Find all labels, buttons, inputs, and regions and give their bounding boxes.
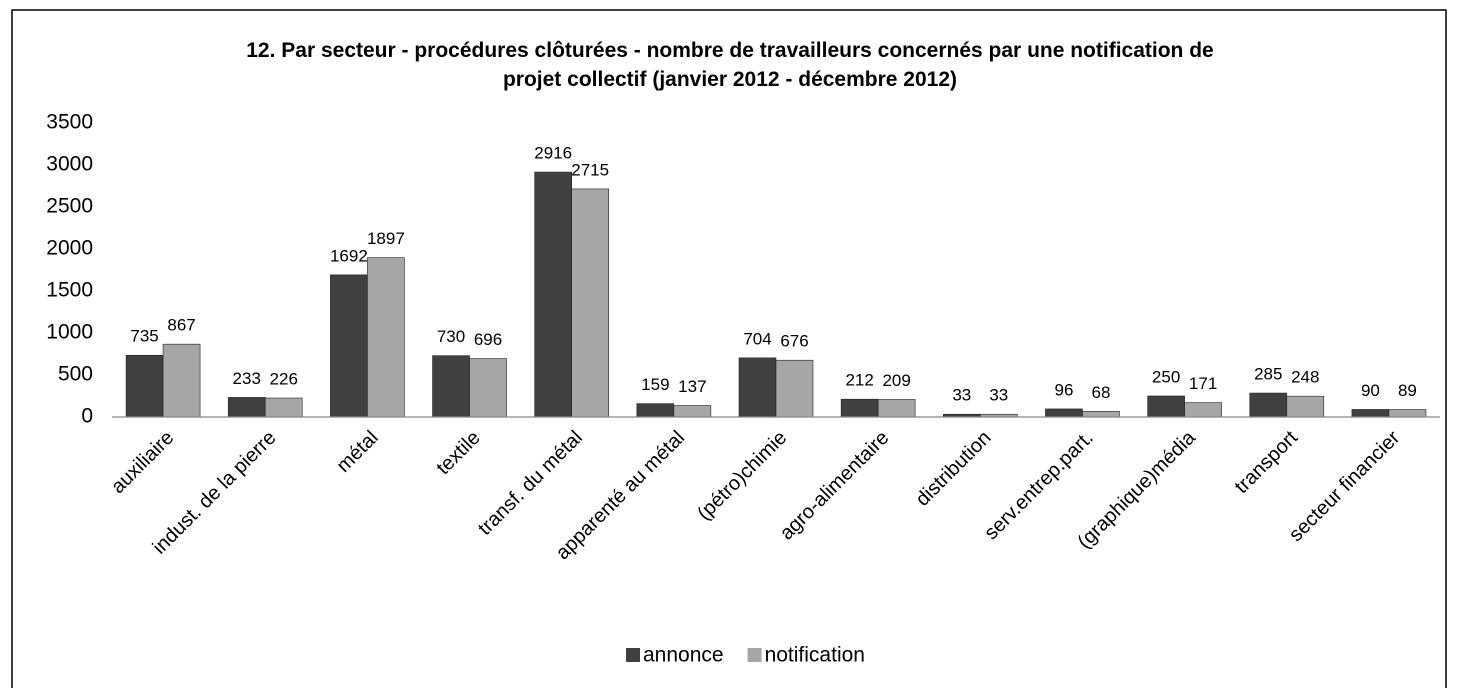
x-tick-label: secteur financier xyxy=(1285,426,1405,546)
bar xyxy=(1147,395,1185,418)
data-label: 212 xyxy=(845,371,873,390)
x-tick-label: transport xyxy=(1231,426,1303,498)
bar xyxy=(738,357,777,418)
bar xyxy=(1249,392,1288,418)
x-tick-label: auxiliaire xyxy=(107,427,178,498)
y-tick-label: 0 xyxy=(81,405,93,428)
data-label: 233 xyxy=(233,369,261,388)
legend-label: notification xyxy=(765,644,865,667)
legend-swatch xyxy=(747,648,762,662)
data-label: 96 xyxy=(1055,380,1074,399)
bar xyxy=(367,257,405,418)
y-tick-label: 1000 xyxy=(46,321,93,344)
x-tick-label: distribution xyxy=(912,427,996,511)
y-tick-label: 500 xyxy=(58,363,93,386)
data-label: 33 xyxy=(952,386,971,405)
data-label: 867 xyxy=(167,316,195,335)
x-tick-label: agro-alimentaire xyxy=(776,427,894,545)
data-label: 250 xyxy=(1152,367,1180,386)
data-label: 676 xyxy=(780,332,808,351)
data-label: 1692 xyxy=(330,246,368,265)
bar xyxy=(125,354,164,418)
y-tick-label: 1500 xyxy=(46,279,93,302)
data-label: 33 xyxy=(989,386,1008,405)
bar xyxy=(673,405,712,418)
data-label: 159 xyxy=(641,375,669,394)
x-tick-label: textile xyxy=(432,427,485,480)
legend-swatch xyxy=(626,648,640,662)
x-tick-label: (pétro)chimie xyxy=(693,427,791,525)
bar xyxy=(432,355,470,418)
x-tick-label: métal xyxy=(333,427,383,477)
x-tick-label: serv.entrep.part. xyxy=(980,427,1097,544)
data-label: 2715 xyxy=(571,160,609,179)
data-label: 171 xyxy=(1189,374,1217,393)
data-label: 226 xyxy=(270,370,298,389)
data-label: 89 xyxy=(1398,381,1417,400)
data-label: 704 xyxy=(743,329,771,348)
data-label: 735 xyxy=(130,327,158,346)
bar xyxy=(1388,409,1427,418)
y-tick-label: 3500 xyxy=(46,111,93,134)
bar xyxy=(1286,395,1325,418)
bar xyxy=(264,397,303,418)
data-label: 730 xyxy=(437,327,465,346)
data-label: 248 xyxy=(1291,368,1319,387)
y-tick-label: 2000 xyxy=(46,237,93,260)
data-label: 1897 xyxy=(367,229,405,248)
bar xyxy=(877,399,916,418)
bar xyxy=(1184,402,1222,418)
bar xyxy=(534,171,572,418)
y-tick-label: 2500 xyxy=(46,195,93,218)
data-label: 137 xyxy=(678,377,706,396)
bar xyxy=(162,343,201,418)
data-label: 696 xyxy=(474,330,502,349)
x-tick-label: transf. du métal xyxy=(474,427,587,540)
bar xyxy=(1351,409,1390,418)
data-label: 209 xyxy=(882,371,910,390)
chart-title: 12. Par secteur - procédures clôturées -… xyxy=(246,39,1214,91)
data-label: 2916 xyxy=(534,144,572,163)
bar xyxy=(1045,408,1083,418)
bar xyxy=(1082,410,1120,418)
y-tick-label: 3000 xyxy=(46,153,93,176)
legend-label: annonce xyxy=(643,644,724,667)
data-label: 68 xyxy=(1092,383,1111,402)
bar xyxy=(330,274,368,418)
bar xyxy=(636,403,675,418)
bar xyxy=(571,188,609,418)
bar xyxy=(775,359,814,418)
bar xyxy=(227,397,266,418)
data-label: 285 xyxy=(1254,365,1282,384)
data-label: 90 xyxy=(1361,381,1380,400)
bar xyxy=(840,398,879,418)
chart-frame xyxy=(11,9,1447,688)
bar xyxy=(469,358,507,418)
